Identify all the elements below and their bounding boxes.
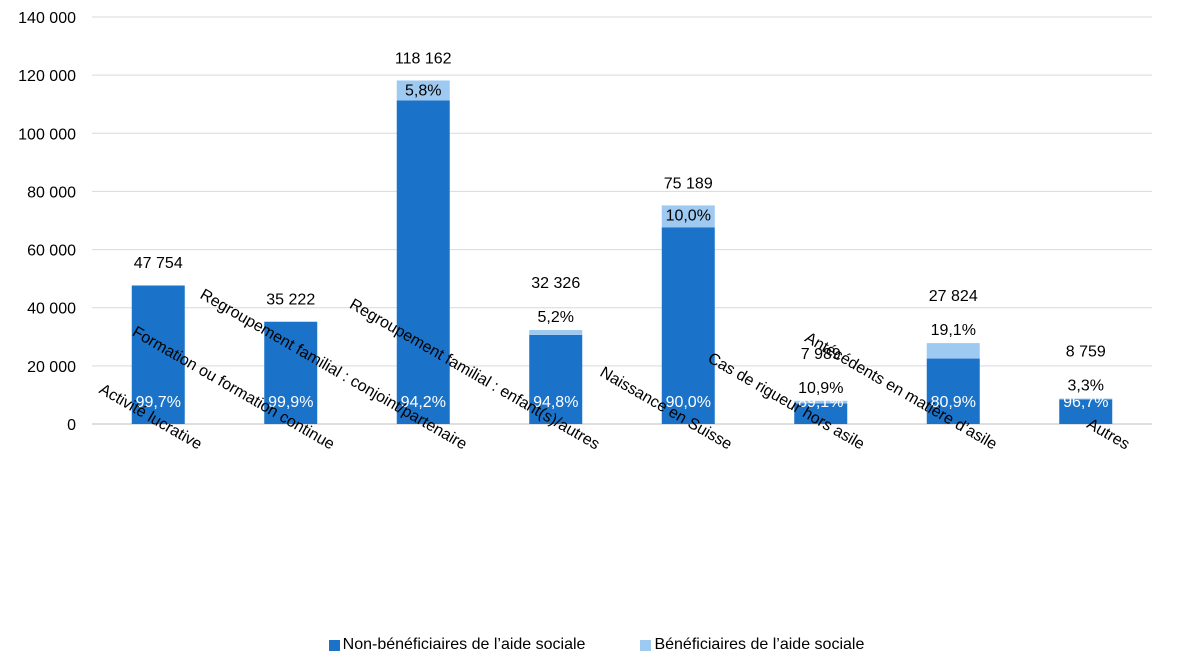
data-label-beneficiaires: 3,3% <box>1068 378 1104 395</box>
legend-label-beneficiaires: Bénéficiaires de l’aide sociale <box>654 636 865 653</box>
y-tick-label: 120 000 <box>18 68 76 85</box>
legend-item-beneficiaires: Bénéficiaires de l’aide sociale <box>640 636 864 654</box>
data-label-beneficiaires: 5,2% <box>538 309 574 326</box>
bar-beneficiaires <box>794 400 848 404</box>
y-tick-label: 40 000 <box>27 301 76 318</box>
bar-non-beneficiaires <box>1059 399 1113 424</box>
data-label-non-beneficiaires: 94,2% <box>401 394 446 411</box>
data-label-beneficiaires: 10,9% <box>798 380 843 397</box>
total-label: 7 989 <box>801 346 841 363</box>
y-tick-label: 60 000 <box>27 243 76 260</box>
y-tick-label: 140 000 <box>18 10 76 27</box>
legend-item-non-beneficiaires: Non-bénéficiaires de l’aide sociale <box>328 636 586 654</box>
bar-beneficiaires <box>1059 398 1113 400</box>
y-tick-label: 20 000 <box>27 359 76 376</box>
y-tick-label: 0 <box>67 417 76 434</box>
y-tick-label: 100 000 <box>18 126 76 143</box>
legend-label-non-beneficiaires: Non-bénéficiaires de l’aide sociale <box>342 636 586 653</box>
bar-beneficiaires <box>926 343 980 359</box>
data-label-non-beneficiaires: 89,1% <box>798 394 843 411</box>
total-label: 47 754 <box>134 255 183 272</box>
data-label-non-beneficiaires: 90,0% <box>666 394 711 411</box>
bar-beneficiaires <box>661 205 715 228</box>
legend-swatch-beneficiaires <box>640 639 652 651</box>
bar-non-beneficiaires <box>264 321 318 424</box>
bar-non-beneficiaires <box>131 285 185 424</box>
bar-beneficiaires <box>396 80 450 101</box>
data-label-non-beneficiaires: 99,7% <box>136 394 181 411</box>
data-label-non-beneficiaires: 99,9% <box>268 394 313 411</box>
total-label: 8 759 <box>1066 344 1106 361</box>
data-label-beneficiaires: 19,1% <box>931 322 976 339</box>
data-label-beneficiaires: 10,0% <box>666 207 711 224</box>
total-label: 32 326 <box>531 275 580 292</box>
bar-non-beneficiaires <box>926 358 980 424</box>
bar-non-beneficiaires <box>396 100 450 425</box>
legend-swatch-non-beneficiaires <box>328 639 340 651</box>
data-label-non-beneficiaires: 96,7% <box>1063 394 1108 411</box>
bar-non-beneficiaires <box>794 403 848 424</box>
total-label: 75 189 <box>664 175 713 192</box>
data-label-beneficiaires: 5,8% <box>405 82 441 99</box>
total-label: 118 162 <box>395 50 452 67</box>
data-label-non-beneficiaires: 80,9% <box>931 394 976 411</box>
y-tick-label: 80 000 <box>27 184 76 201</box>
bar-beneficiaires <box>529 330 583 335</box>
bar-non-beneficiaires <box>529 334 583 424</box>
bar-non-beneficiaires <box>661 227 715 424</box>
legend: Non-bénéficiaires de l’aide sociale Béné… <box>0 636 1193 654</box>
total-label: 35 222 <box>266 292 315 309</box>
data-label-non-beneficiaires: 94,8% <box>533 394 578 411</box>
total-label: 27 824 <box>929 288 978 305</box>
